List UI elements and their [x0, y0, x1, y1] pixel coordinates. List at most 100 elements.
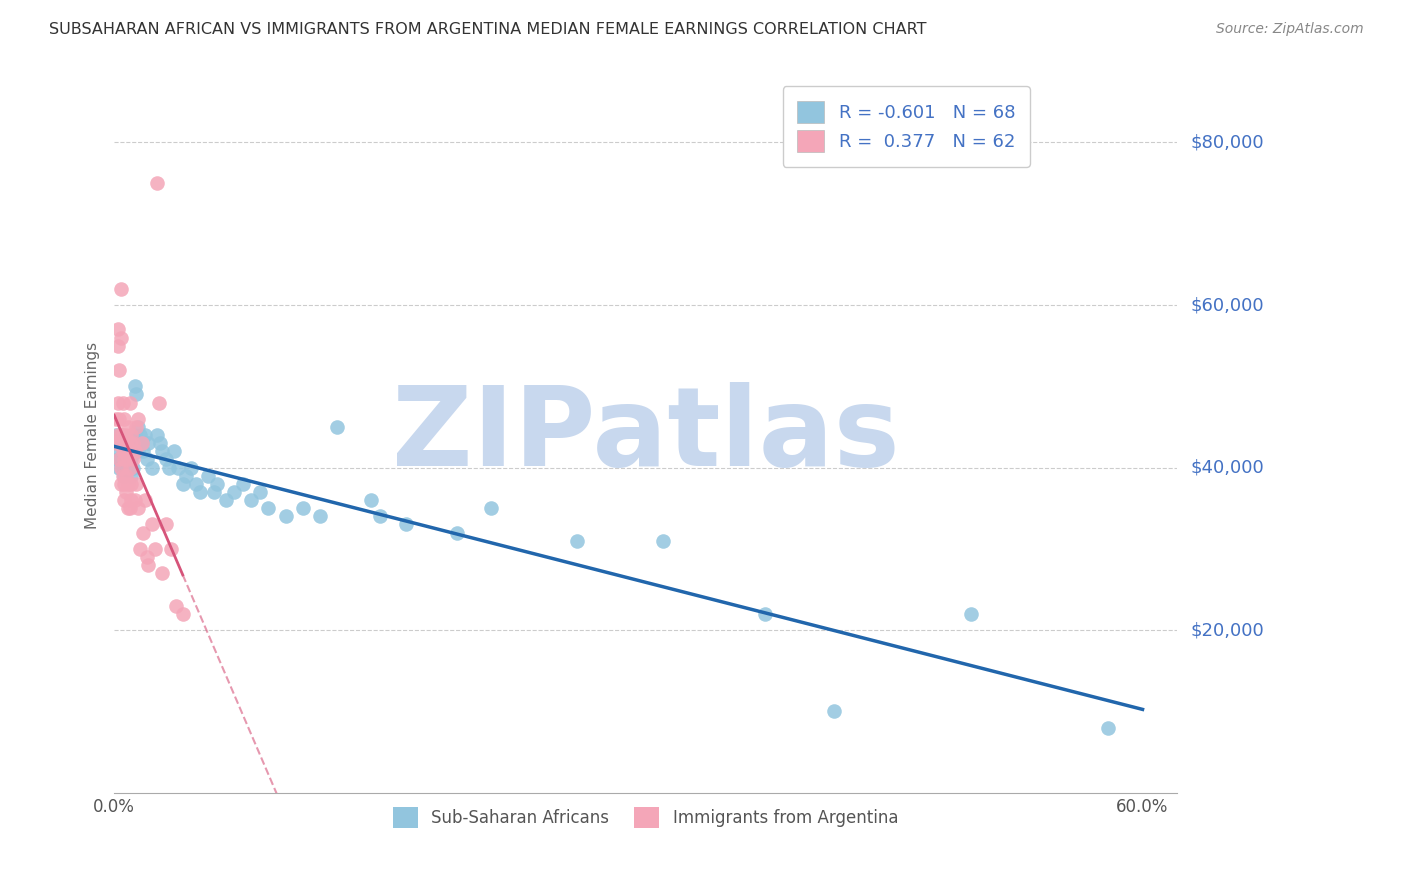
- Point: [240, 493, 263, 508]
- Point: [132, 444, 155, 458]
- Point: [132, 525, 155, 540]
- Point: [124, 444, 146, 458]
- Point: [131, 436, 153, 450]
- Point: [131, 436, 153, 450]
- Point: [368, 509, 391, 524]
- Text: $60,000: $60,000: [1191, 296, 1264, 314]
- Point: [118, 452, 141, 467]
- Point: [110, 476, 132, 491]
- Point: [111, 436, 134, 450]
- Text: $20,000: $20,000: [1191, 621, 1264, 639]
- Point: [125, 436, 148, 450]
- Point: [274, 509, 297, 524]
- Point: [446, 525, 468, 540]
- Point: [394, 517, 416, 532]
- Point: [108, 436, 131, 450]
- Point: [479, 501, 502, 516]
- Point: [165, 599, 187, 613]
- Point: [143, 541, 166, 556]
- Y-axis label: Median Female Earnings: Median Female Earnings: [86, 342, 100, 529]
- Point: [117, 501, 139, 516]
- Point: [108, 444, 131, 458]
- Text: SUBSAHARAN AFRICAN VS IMMIGRANTS FROM ARGENTINA MEDIAN FEMALE EARNINGS CORRELATI: SUBSAHARAN AFRICAN VS IMMIGRANTS FROM AR…: [49, 22, 927, 37]
- Point: [107, 322, 129, 336]
- Point: [135, 549, 157, 564]
- Point: [188, 485, 211, 500]
- Point: [214, 493, 236, 508]
- Point: [114, 452, 136, 467]
- Point: [110, 330, 132, 344]
- Point: [651, 533, 673, 548]
- Point: [108, 411, 131, 425]
- Point: [115, 485, 138, 500]
- Point: [104, 428, 127, 442]
- Point: [122, 460, 145, 475]
- Point: [326, 420, 349, 434]
- Point: [125, 387, 148, 401]
- Point: [202, 485, 225, 500]
- Point: [118, 395, 141, 409]
- Point: [110, 428, 132, 442]
- Point: [565, 533, 588, 548]
- Point: [134, 428, 156, 442]
- Point: [117, 452, 139, 467]
- Point: [107, 428, 129, 442]
- Point: [146, 176, 169, 190]
- Point: [127, 420, 149, 434]
- Point: [180, 460, 202, 475]
- Point: [124, 493, 146, 508]
- Point: [172, 476, 194, 491]
- Point: [149, 436, 172, 450]
- Point: [127, 501, 149, 516]
- Point: [138, 558, 160, 573]
- Point: [308, 509, 330, 524]
- Point: [1097, 721, 1119, 735]
- Point: [110, 460, 132, 475]
- Point: [823, 705, 845, 719]
- Point: [118, 501, 141, 516]
- Point: [118, 436, 141, 450]
- Point: [754, 607, 776, 621]
- Point: [122, 452, 145, 467]
- Point: [104, 411, 127, 425]
- Point: [129, 541, 152, 556]
- Point: [114, 468, 136, 483]
- Point: [111, 395, 134, 409]
- Point: [360, 493, 382, 508]
- Point: [114, 411, 136, 425]
- Point: [117, 420, 139, 434]
- Point: [166, 460, 188, 475]
- Point: [127, 411, 149, 425]
- Point: [249, 485, 271, 500]
- Point: [138, 436, 160, 450]
- Point: [120, 493, 142, 508]
- Point: [120, 452, 142, 467]
- Point: [150, 444, 173, 458]
- Point: [135, 452, 157, 467]
- Legend: Sub-Saharan Africans, Immigrants from Argentina: Sub-Saharan Africans, Immigrants from Ar…: [387, 801, 904, 834]
- Point: [118, 460, 141, 475]
- Point: [141, 460, 163, 475]
- Point: [104, 436, 127, 450]
- Point: [115, 436, 138, 450]
- Point: [155, 517, 177, 532]
- Point: [107, 338, 129, 352]
- Point: [125, 476, 148, 491]
- Point: [111, 444, 134, 458]
- Point: [108, 363, 131, 377]
- Point: [110, 282, 132, 296]
- Point: [108, 460, 131, 475]
- Point: [115, 452, 138, 467]
- Point: [107, 436, 129, 450]
- Point: [148, 395, 170, 409]
- Point: [111, 468, 134, 483]
- Point: [122, 436, 145, 450]
- Point: [127, 444, 149, 458]
- Point: [111, 460, 134, 475]
- Point: [232, 476, 254, 491]
- Point: [118, 436, 141, 450]
- Point: [125, 420, 148, 434]
- Text: Source: ZipAtlas.com: Source: ZipAtlas.com: [1216, 22, 1364, 37]
- Point: [205, 476, 228, 491]
- Point: [120, 476, 142, 491]
